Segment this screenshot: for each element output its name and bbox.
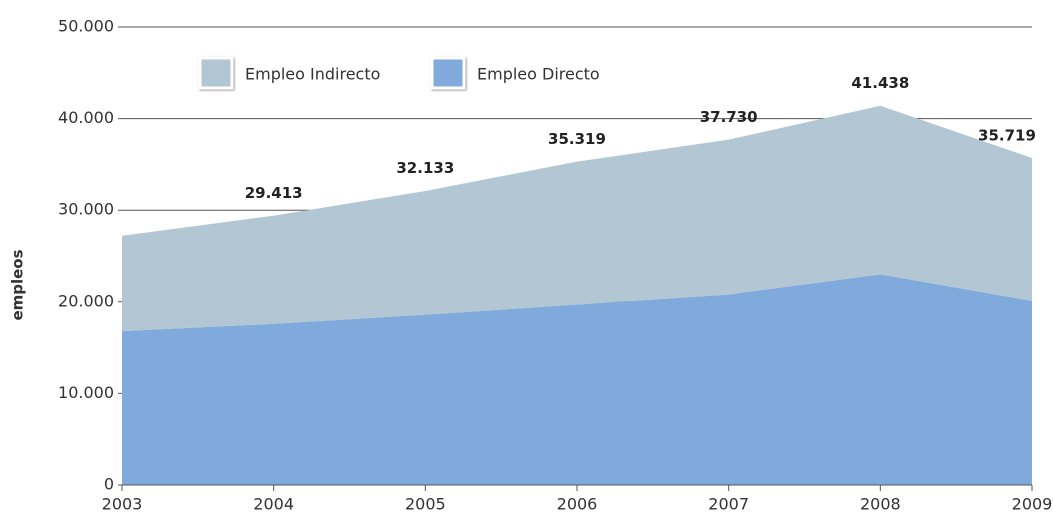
legend-swatch	[430, 56, 466, 90]
legend-label: Empleo Indirecto	[245, 65, 380, 84]
x-tick-label: 2007	[708, 495, 749, 514]
x-tick-label: 2006	[557, 495, 598, 514]
y-tick-label: 50.000	[58, 17, 114, 36]
data-label: 37.730	[700, 108, 758, 126]
data-label: 29.413	[245, 184, 303, 202]
x-tick-label: 2009	[1012, 495, 1053, 514]
y-tick-label: 40.000	[58, 108, 114, 127]
area	[122, 274, 1032, 485]
data-label: 35.319	[548, 130, 606, 148]
y-tick-label: 20.000	[58, 291, 114, 310]
x-tick-label: 2008	[860, 495, 901, 514]
x-tick-label: 2004	[253, 495, 294, 514]
legend-swatch	[198, 56, 234, 90]
data-label: 41.438	[851, 74, 909, 92]
y-tick-label: 10.000	[58, 383, 114, 402]
x-tick-label: 2005	[405, 495, 446, 514]
data-label: 32.133	[396, 159, 454, 177]
area	[122, 105, 1032, 332]
y-axis-label: empleos	[9, 249, 27, 320]
x-tick-label: 2003	[102, 495, 143, 514]
legend-label: Empleo Directo	[477, 65, 600, 84]
y-tick-label: 0	[104, 475, 114, 494]
data-label: 35.719	[978, 126, 1036, 144]
y-tick-label: 30.000	[58, 200, 114, 219]
